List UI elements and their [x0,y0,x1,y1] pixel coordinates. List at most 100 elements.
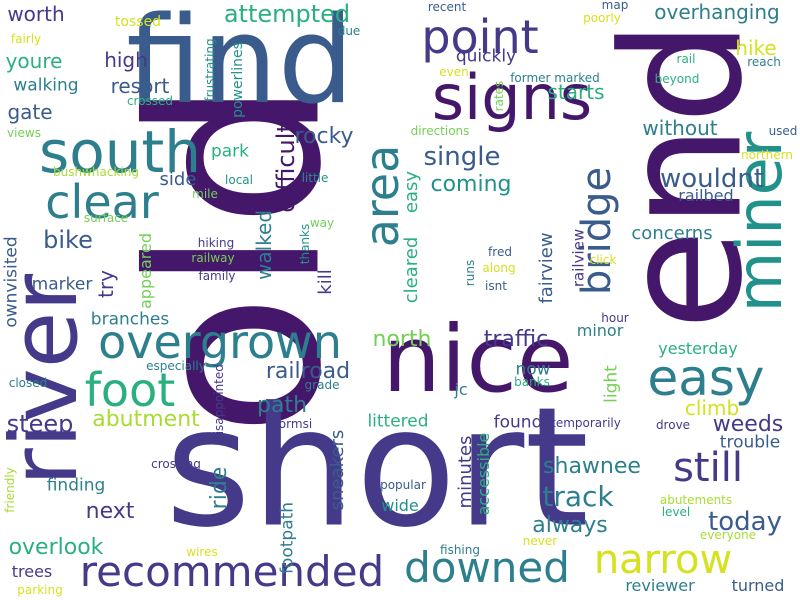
cloud-word: shawnee [543,454,641,479]
cloud-word: footpath [277,501,298,575]
cloud-word: resort [110,74,170,98]
cloud-word: overgrown [98,315,342,369]
cloud-word: downed [404,543,570,592]
cloud-word: coming [430,172,512,197]
cloud-word: abutements [659,493,733,507]
cloud-word: sneakers [327,429,348,511]
cloud-word: friendly [3,467,17,513]
cloud-word: stormsi [267,417,313,431]
cloud-word: railway [191,251,235,265]
cloud-word: try [94,270,118,298]
cloud-word: walking [13,75,79,96]
cloud-word: directions [410,124,470,138]
cloud-word: bike [43,226,93,254]
cloud-word: map [601,0,629,12]
cloud-word: thanks [298,223,312,265]
cloud-word: narrow [593,537,733,583]
cloud-word: overhanging [654,0,780,24]
cloud-word: steep [6,410,74,438]
cloud-word: frustrating [203,38,217,102]
cloud-word: minor [576,321,624,340]
cloud-word: disappointed [212,364,226,442]
cloud-word: easy [647,349,765,407]
cloud-word: find [126,0,354,131]
cloud-word: family [198,269,236,283]
cloud-word: due [337,24,361,38]
cloud-word: mile [192,187,218,201]
cloud-word: rates [492,80,506,112]
cloud-word: nice [382,306,574,413]
cloud-word: fairview [536,232,557,304]
cloud-word: parking [17,583,63,597]
cloud-word: today [708,507,782,537]
cloud-word: youre [5,49,63,73]
cloud-word: rail [676,52,696,66]
cloud-word: reach [747,55,781,69]
cloud-word: even [439,65,469,79]
cloud-word: railbed [678,186,734,205]
cloud-word: former marked [510,71,600,85]
cloud-word: click [589,253,617,267]
cloud-word: isnt [485,279,507,293]
cloud-word: trouble [719,432,781,453]
cloud-word: recommended [79,547,385,596]
cloud-word: ownvisited [1,236,22,328]
cloud-word: bushwhacking [53,165,139,179]
cloud-word: worth [7,2,65,26]
cloud-word: level [661,505,691,519]
cloud-word: crossed [126,94,174,108]
cloud-word: starts [547,80,605,104]
cloud-word: minutes [455,435,476,509]
cloud-word: kill [315,269,336,295]
cloud-word: everyone [699,528,757,542]
cloud-word: high [104,48,148,72]
cloud-word: banks [514,375,550,389]
cloud-word: wires [186,545,218,559]
cloud-word: closed [8,376,48,390]
cloud-word: now [515,359,551,380]
cloud-word: fairly [10,32,42,46]
cloud-word: path [256,393,308,418]
cloud-word: surface [83,211,129,225]
cloud-word: fishing [440,543,480,557]
cloud-word: without [642,116,718,140]
cloud-word: foot [84,363,176,417]
cloud-word: clear [45,175,159,229]
cloud-word: south [39,118,201,186]
cloud-word: park [210,141,250,162]
cloud-word: short [164,371,590,564]
cloud-word: cleared [401,236,422,304]
cloud-word: powerlines [230,42,246,118]
cloud-word: beyond [654,72,700,86]
cloud-word: quickly [455,46,517,67]
cloud-word: little [301,171,329,185]
cloud-word: found [493,412,543,433]
cloud-word: accessible [474,432,493,516]
cloud-word: light [601,365,622,403]
cloud-word: especially [146,359,206,373]
cloud-word: used [768,124,798,138]
cloud-word: marker [31,274,93,295]
cloud-word: littered [367,411,429,432]
cloud-word: hike [735,36,777,60]
cloud-word: always [532,513,608,538]
cloud-word: temporarily [551,416,621,430]
cloud-word: along [482,261,516,275]
cloud-word: finding [46,475,106,496]
cloud-word: reviewer [625,576,695,595]
cloud-word: turned [731,576,785,595]
cloud-word: signs [431,61,593,134]
cloud-word: branches [90,309,170,330]
cloud-word: way [309,216,335,230]
cloud-word: concerns [631,223,713,244]
cloud-word: walked [252,209,276,281]
cloud-word: wouldnt [659,164,765,194]
cloud-word: north [372,327,432,352]
cloud-word: next [85,499,135,524]
cloud-word: abutment [92,407,200,432]
cloud-word: still [673,445,743,491]
cloud-word: railview [569,228,588,288]
cloud-word: crossing [151,457,201,471]
cloud-word: side [159,169,197,190]
